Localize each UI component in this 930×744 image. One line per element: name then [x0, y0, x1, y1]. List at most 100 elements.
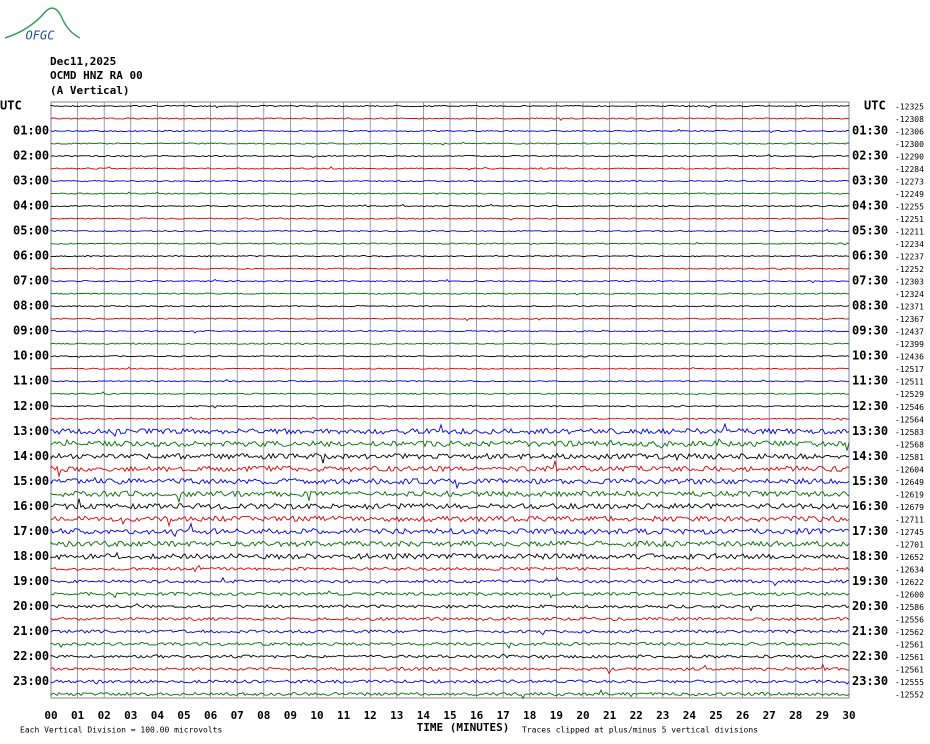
x-tick-label: 13 — [390, 709, 403, 722]
left-time-label: 15:00 — [13, 474, 49, 488]
left-time-label: 16:00 — [13, 499, 49, 513]
trace — [50, 564, 850, 573]
right-time-label: 18:30 — [852, 549, 888, 563]
trace — [50, 603, 850, 612]
trace-offset: -12546 — [895, 403, 924, 412]
trace-offset: -12300 — [895, 140, 924, 149]
x-tick-label: 17 — [497, 709, 510, 722]
x-tick-label: 03 — [124, 709, 137, 722]
x-tick-label: 18 — [523, 709, 536, 722]
trace-offset: -12237 — [895, 253, 924, 262]
right-time-label: 04:30 — [852, 199, 888, 213]
trace — [50, 117, 850, 121]
left-time-label: 11:00 — [13, 374, 49, 388]
right-time-label: 07:30 — [852, 274, 888, 288]
trace-offset: -12436 — [895, 353, 924, 362]
right-time-label: 16:30 — [852, 499, 888, 513]
footer-scale: Each Vertical Division = 100.00 microvol… — [20, 726, 222, 735]
trace-offset: -12399 — [895, 340, 924, 349]
trace-offset: -12234 — [895, 240, 924, 249]
trace-offset: -12211 — [895, 228, 924, 237]
right-time-label: 15:30 — [852, 474, 888, 488]
x-tick-label: 23 — [656, 709, 669, 722]
trace-offset: -12252 — [895, 265, 924, 274]
right-time-label: 09:30 — [852, 324, 888, 338]
x-tick-label: 06 — [204, 709, 218, 722]
x-tick-label: 05 — [177, 709, 190, 722]
header-date: Dec11,2025 — [50, 55, 116, 68]
logo-curve — [4, 7, 81, 39]
trace — [50, 292, 850, 296]
trace — [50, 476, 850, 490]
trace-offset: -12511 — [895, 378, 924, 387]
left-time-label: 21:00 — [13, 624, 49, 638]
trace-offset: -12371 — [895, 303, 924, 312]
left-time-label: 05:00 — [13, 224, 49, 238]
trace-offset: -12303 — [895, 278, 924, 287]
trace — [50, 404, 850, 409]
trace — [50, 629, 850, 636]
trace-offset: -12561 — [895, 665, 924, 674]
x-tick-label: 10 — [310, 709, 323, 722]
x-tick-label: 27 — [763, 709, 776, 722]
trace — [50, 590, 850, 599]
trace-offset: -12552 — [895, 691, 924, 700]
x-tick-label: 15 — [443, 709, 456, 722]
left-time-label: 10:00 — [13, 349, 49, 363]
x-tick-label: 19 — [550, 709, 563, 722]
x-tick-label: 28 — [789, 709, 802, 722]
trace-offset: -12308 — [895, 115, 924, 124]
left-time-label: 19:00 — [13, 574, 49, 588]
left-time-label: 08:00 — [13, 299, 49, 313]
trace — [50, 305, 850, 308]
trace — [50, 104, 850, 109]
trace-offset: -12561 — [895, 653, 924, 662]
trace-offset: -12745 — [895, 528, 924, 537]
trace-offset: -12586 — [895, 603, 924, 612]
right-time-label: 19:30 — [852, 574, 888, 588]
trace-offset: -12325 — [895, 103, 924, 112]
trace-offset: -12284 — [895, 165, 924, 174]
left-time-label: 14:00 — [13, 449, 49, 463]
right-time-label: 02:30 — [852, 149, 888, 163]
left-time-label: 04:00 — [13, 199, 49, 213]
right-time-label: 13:30 — [852, 424, 888, 438]
trace — [50, 551, 850, 561]
trace-offset: -12306 — [895, 128, 924, 137]
right-time-label: 01:30 — [852, 124, 888, 138]
right-time-label: 11:30 — [852, 374, 888, 388]
x-tick-label: 02 — [98, 709, 111, 722]
right-time-label: 08:30 — [852, 299, 888, 313]
right-time-label: 22:30 — [852, 649, 888, 663]
trace — [50, 498, 850, 511]
trace — [50, 128, 850, 134]
trace-offset: -12437 — [895, 328, 924, 337]
x-tick-label: 16 — [470, 709, 484, 722]
header-component: (A Vertical) — [50, 84, 129, 97]
trace-offset: -12604 — [895, 465, 924, 474]
trace-offset: -12619 — [895, 490, 924, 499]
trace-offset: -12622 — [895, 578, 924, 587]
trace-offset: -12701 — [895, 540, 924, 549]
trace — [50, 229, 850, 233]
x-tick-label: 25 — [709, 709, 722, 722]
trace — [50, 452, 850, 464]
trace — [50, 653, 850, 660]
trace — [50, 460, 850, 478]
x-tick-label: 00 — [44, 709, 57, 722]
trace-offset: -12583 — [895, 428, 924, 437]
x-tick-label: 14 — [417, 709, 431, 722]
trace-offset: -12255 — [895, 203, 924, 212]
left-time-label: 17:00 — [13, 524, 49, 538]
trace — [50, 278, 850, 284]
trace — [50, 203, 850, 208]
trace — [50, 217, 850, 221]
right-time-label: 10:30 — [852, 349, 888, 363]
trace-offset: -12517 — [895, 365, 924, 374]
trace — [50, 154, 850, 159]
left-time-label: 06:00 — [13, 249, 49, 263]
trace-offset: -12555 — [895, 678, 924, 687]
trace-offset: -12679 — [895, 503, 924, 512]
left-time-label: 09:00 — [13, 324, 49, 338]
